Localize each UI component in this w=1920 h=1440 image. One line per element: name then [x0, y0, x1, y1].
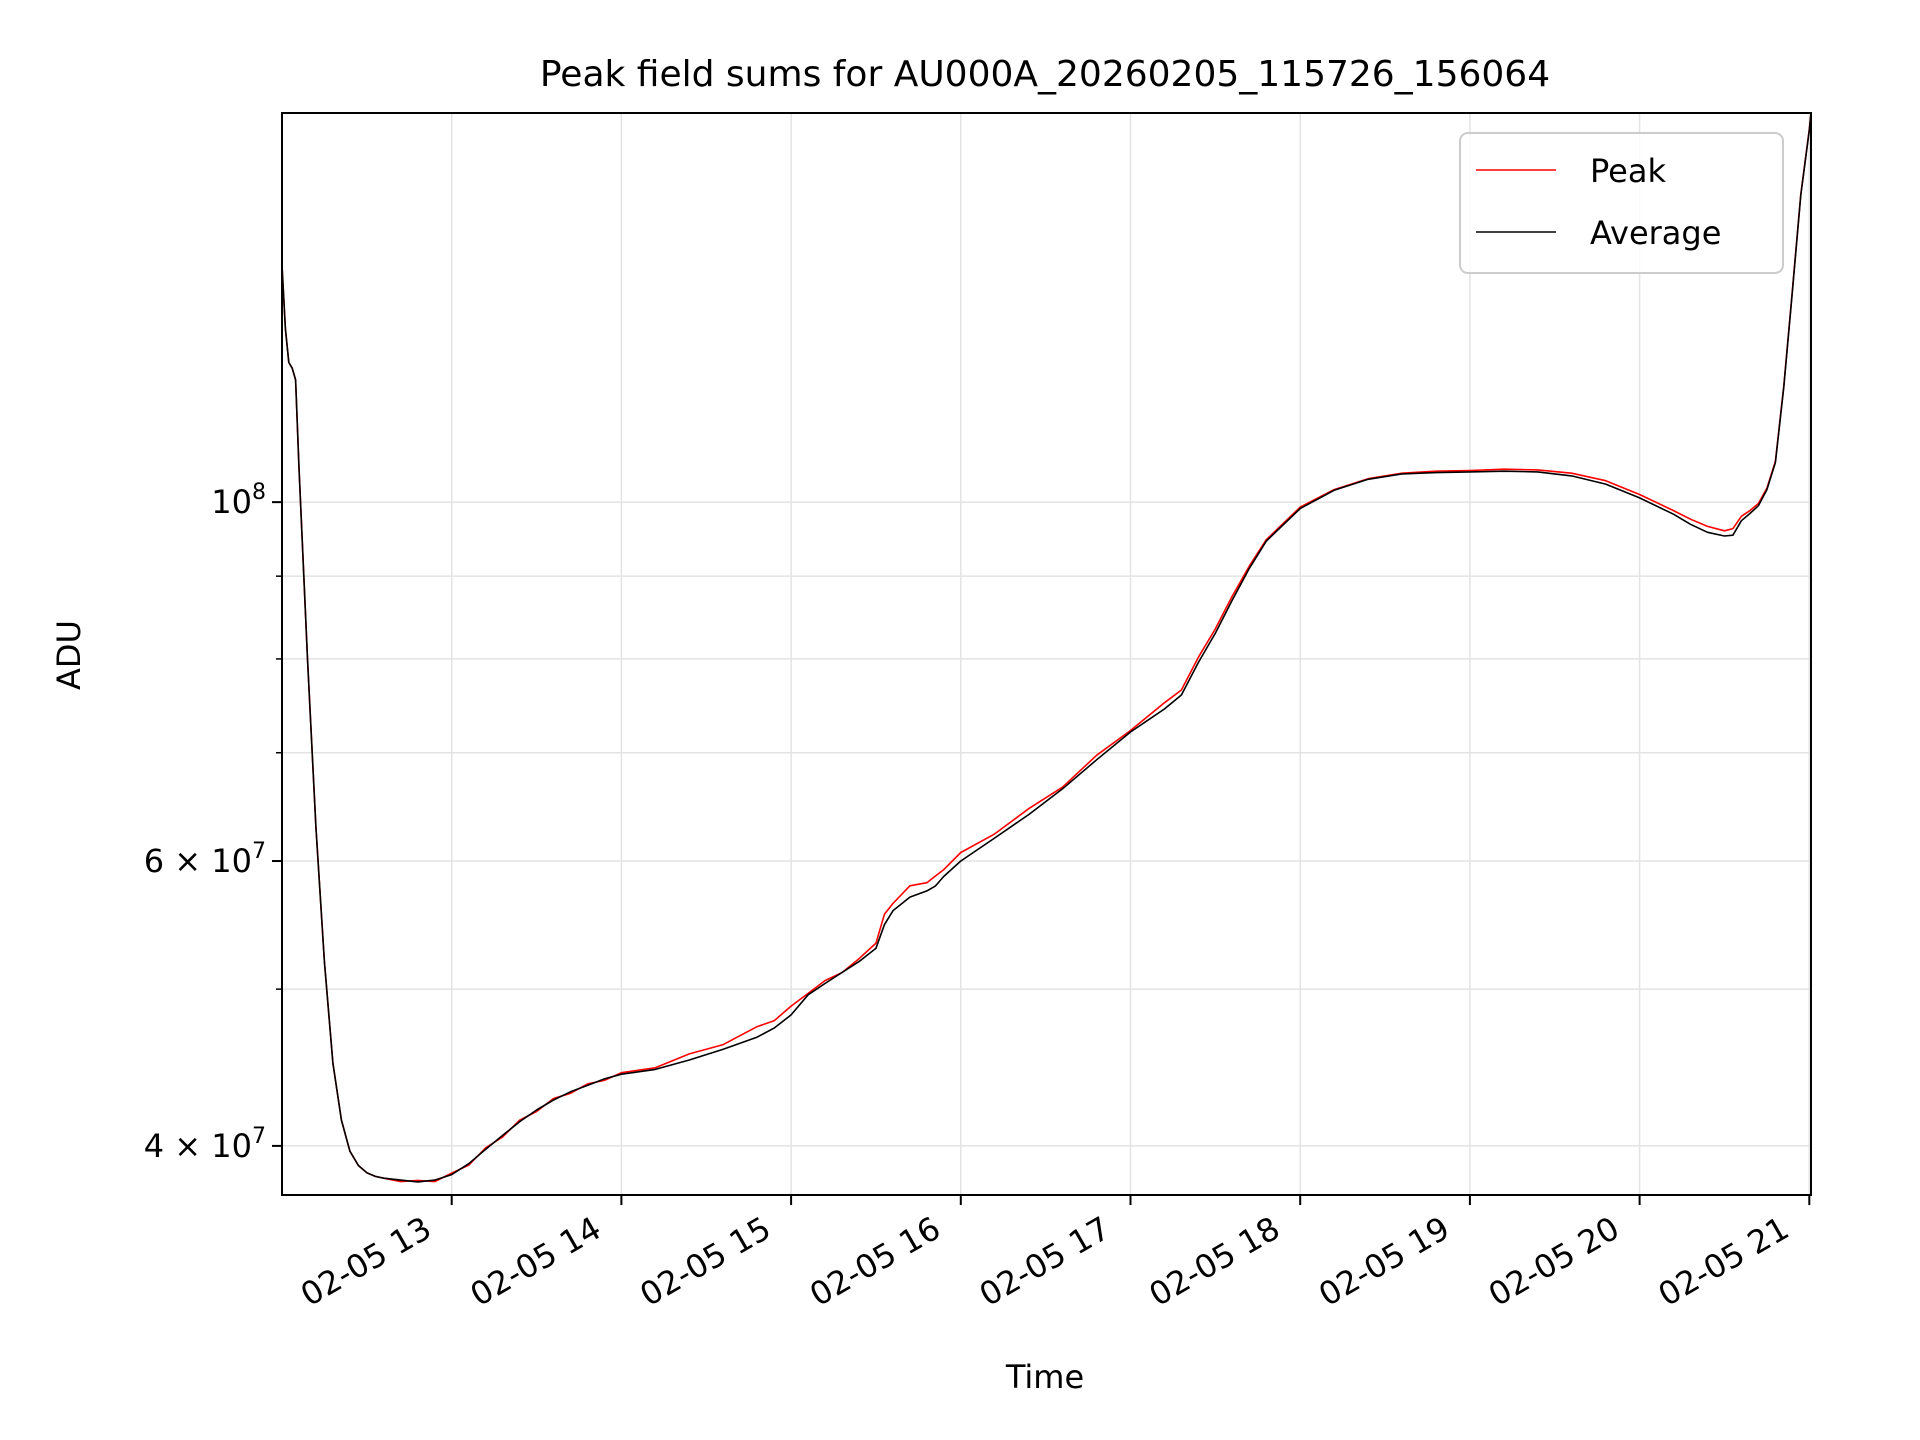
chart-title: Peak field sums for AU000A_20260205_1157…	[540, 54, 1550, 95]
series-lines	[281, 112, 1812, 1183]
y-tick-exponent: 7	[252, 839, 266, 864]
grid-lines	[282, 113, 1811, 1195]
y-tick-label: 108	[211, 480, 266, 521]
y-tick-label: 4 × 107	[144, 1124, 266, 1165]
series-line-average	[281, 113, 1812, 1183]
legend-label-peak: Peak	[1590, 152, 1666, 190]
legend-box	[1459, 132, 1784, 274]
y-axis-label: ADU	[50, 620, 88, 690]
y-axis-ticks: 4 × 107 6 × 107 108	[144, 480, 282, 1165]
legend-label-average: Average	[1590, 214, 1721, 252]
plot-frame	[281, 112, 1812, 1196]
y-tick-exponent: 8	[252, 480, 266, 505]
legend: Peak Average	[1459, 132, 1784, 274]
y-tick-exponent: 7	[252, 1124, 266, 1149]
y-tick-label: 6 × 107	[144, 839, 266, 880]
x-axis-label: Time	[1005, 1358, 1084, 1396]
